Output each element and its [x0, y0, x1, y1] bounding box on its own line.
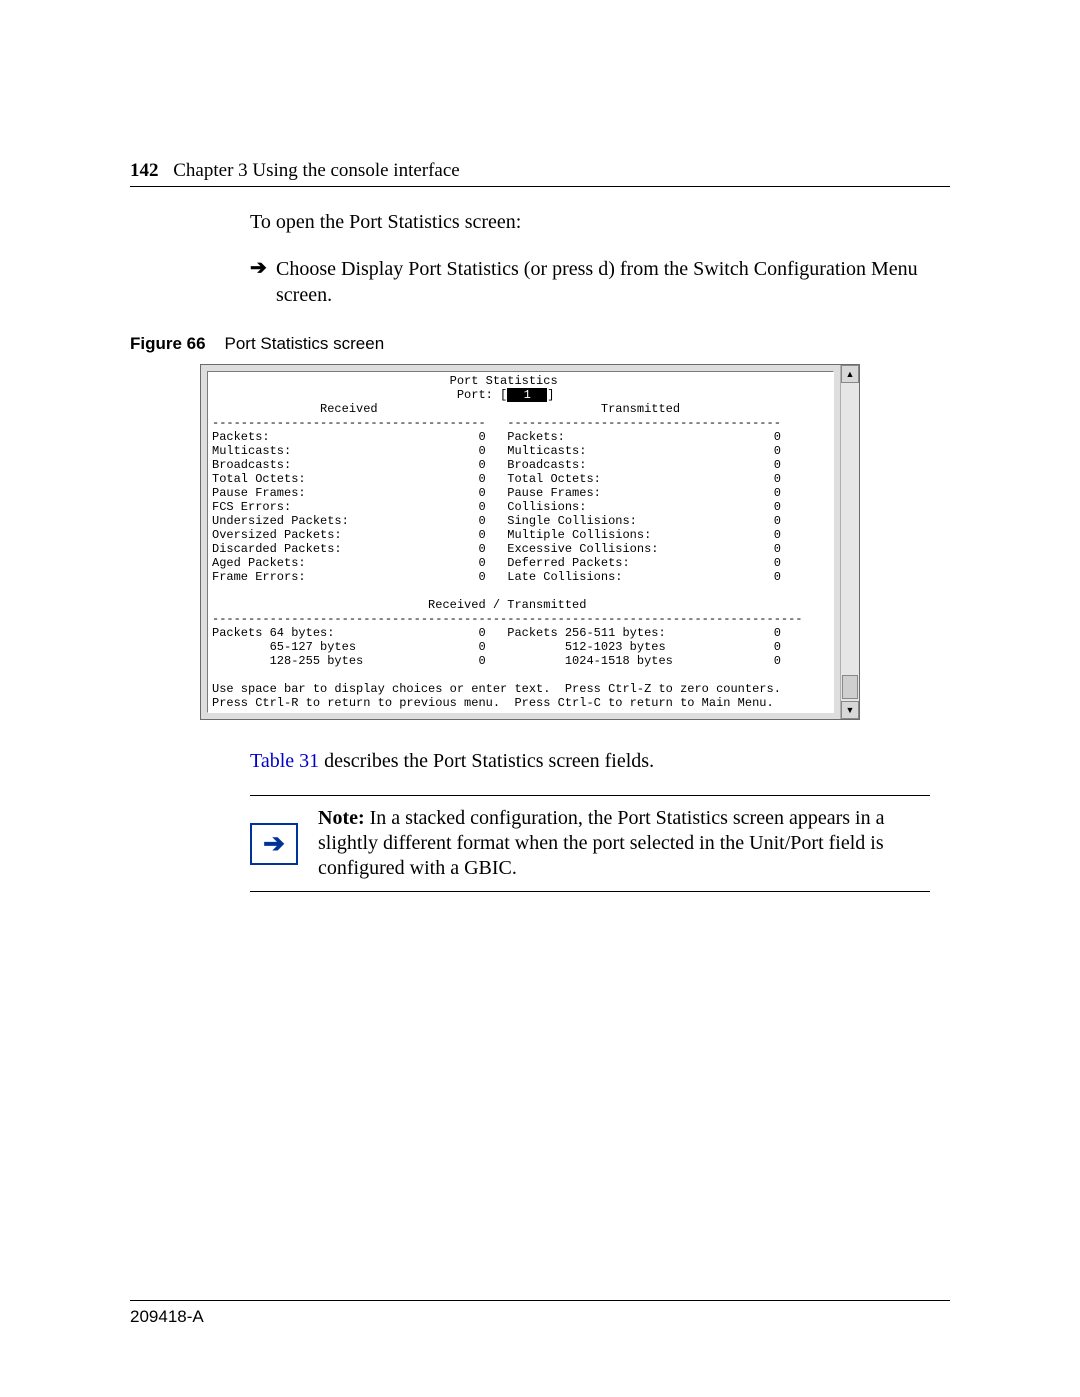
scrollbar-thumb[interactable]	[842, 675, 858, 699]
note-row: ➔ Note: In a stacked configuration, the …	[250, 796, 930, 891]
scroll-down-button[interactable]: ▼	[841, 701, 859, 719]
note-body: In a stacked configuration, the Port Sta…	[318, 807, 884, 879]
figure-title	[210, 334, 224, 353]
page-number: 142	[130, 160, 159, 181]
body: To open the Port Statistics screen: ➔ Ch…	[250, 211, 930, 308]
page-header: 142 Chapter 3 Using the console interfac…	[130, 160, 950, 187]
figure-title-text: Port Statistics screen	[225, 334, 385, 353]
scroll-up-button[interactable]: ▲	[841, 365, 859, 383]
scrollbar-track[interactable]	[841, 383, 859, 701]
note-text: Note: In a stacked configuration, the Po…	[318, 806, 930, 881]
note-arrow-icon: ➔	[250, 823, 298, 865]
terminal-pane: Port Statistics Port: [ 1 ] Received Tra…	[201, 365, 840, 719]
bullet-text: Choose Display Port Statistics (or press…	[276, 256, 930, 308]
doc-number: 209418-A	[130, 1307, 204, 1326]
terminal-screenshot: Port Statistics Port: [ 1 ] Received Tra…	[200, 364, 950, 720]
page-footer: 209418-A	[130, 1300, 950, 1327]
scrollbar[interactable]: ▲ ▼	[840, 365, 859, 719]
figure-caption: Figure 66 Port Statistics screen	[130, 334, 950, 354]
terminal-window: Port Statistics Port: [ 1 ] Received Tra…	[200, 364, 860, 720]
after-figure-rest: describes the Port Statistics screen fie…	[319, 750, 654, 772]
note-rule-bottom	[250, 891, 930, 892]
terminal-content: Port Statistics Port: [ 1 ] Received Tra…	[207, 371, 834, 713]
page: 142 Chapter 3 Using the console interfac…	[0, 0, 1080, 1397]
note-box: ➔ Note: In a stacked configuration, the …	[250, 795, 930, 892]
instruction-bullet: ➔ Choose Display Port Statistics (or pre…	[250, 256, 930, 308]
chapter-title: Chapter 3 Using the console interface	[173, 160, 459, 181]
figure-label: Figure 66	[130, 334, 206, 353]
note-label: Note:	[318, 807, 365, 829]
table-link[interactable]: Table 31	[250, 750, 319, 772]
intro-text: To open the Port Statistics screen:	[250, 211, 930, 234]
arrow-icon: ➔	[250, 256, 276, 280]
after-figure-text: Table 31 describes the Port Statistics s…	[250, 750, 930, 892]
